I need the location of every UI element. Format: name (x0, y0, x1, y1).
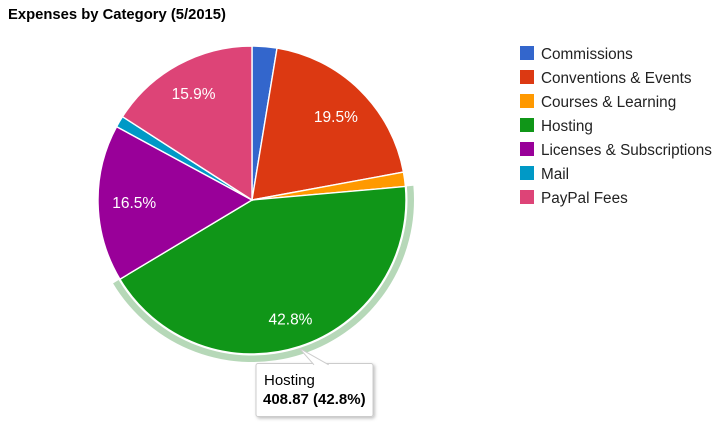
svg-text:Hosting: Hosting (264, 372, 315, 389)
svg-text:42.8%: 42.8% (269, 312, 313, 329)
svg-text:408.87 (42.8%): 408.87 (42.8%) (263, 391, 366, 408)
svg-text:Conventions & Events: Conventions & Events (541, 70, 692, 87)
svg-text:Expenses by Category (5/2015): Expenses by Category (5/2015) (8, 7, 226, 23)
svg-text:19.5%: 19.5% (314, 109, 358, 126)
svg-text:15.9%: 15.9% (172, 86, 216, 103)
svg-text:Courses & Learning: Courses & Learning (541, 94, 676, 111)
svg-text:Mail: Mail (541, 166, 569, 183)
svg-text:PayPal Fees: PayPal Fees (541, 190, 628, 207)
svg-text:Commissions: Commissions (541, 46, 633, 63)
svg-text:Hosting: Hosting (541, 118, 593, 135)
svg-text:Licenses & Subscriptions: Licenses & Subscriptions (541, 142, 712, 159)
svg-text:16.5%: 16.5% (112, 195, 156, 212)
